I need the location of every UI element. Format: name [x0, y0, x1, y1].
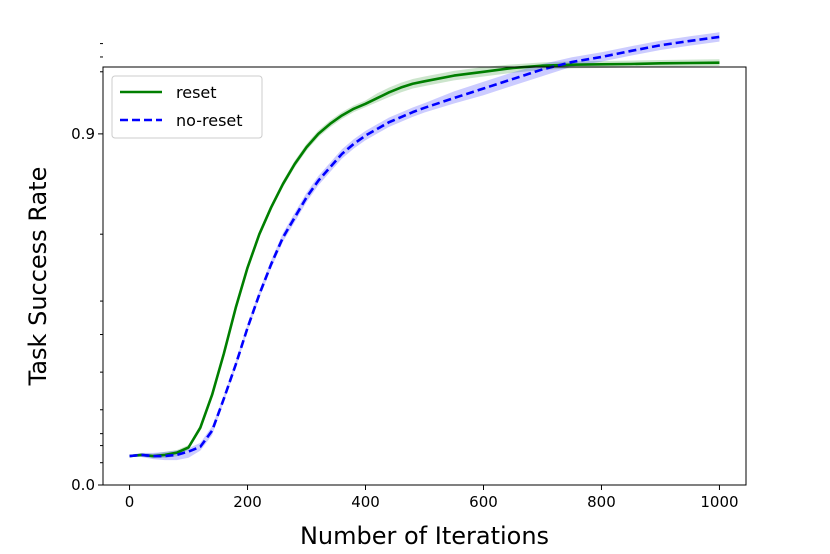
- x-tick-label: 0: [125, 493, 135, 511]
- legend-label-reset: reset: [176, 83, 217, 102]
- series-line-no-reset: [129, 35, 720, 458]
- legend-label-no-reset: no-reset: [176, 111, 243, 130]
- x-tick-label: 400: [351, 493, 380, 511]
- y-axis-label: Task Success Rate: [24, 167, 52, 387]
- y-tick-label: 0.0: [71, 476, 95, 494]
- x-tick-label: 800: [587, 493, 616, 511]
- x-tick-label: 200: [233, 493, 262, 511]
- y-axis-ticks: 0.0 0.9: [71, 43, 103, 494]
- x-tick-label: 1000: [700, 493, 738, 511]
- plot-frame: [102, 66, 747, 486]
- series-line-reset: [129, 61, 720, 458]
- x-tick-label: 600: [469, 493, 498, 511]
- legend: reset no-reset: [111, 75, 263, 139]
- series-lines: [129, 35, 720, 458]
- y-tick-label: 0.9: [71, 125, 95, 143]
- x-axis-ticks: 0 200 400 600 800 1000: [125, 485, 739, 511]
- x-axis-label: Number of Iterations: [300, 522, 549, 550]
